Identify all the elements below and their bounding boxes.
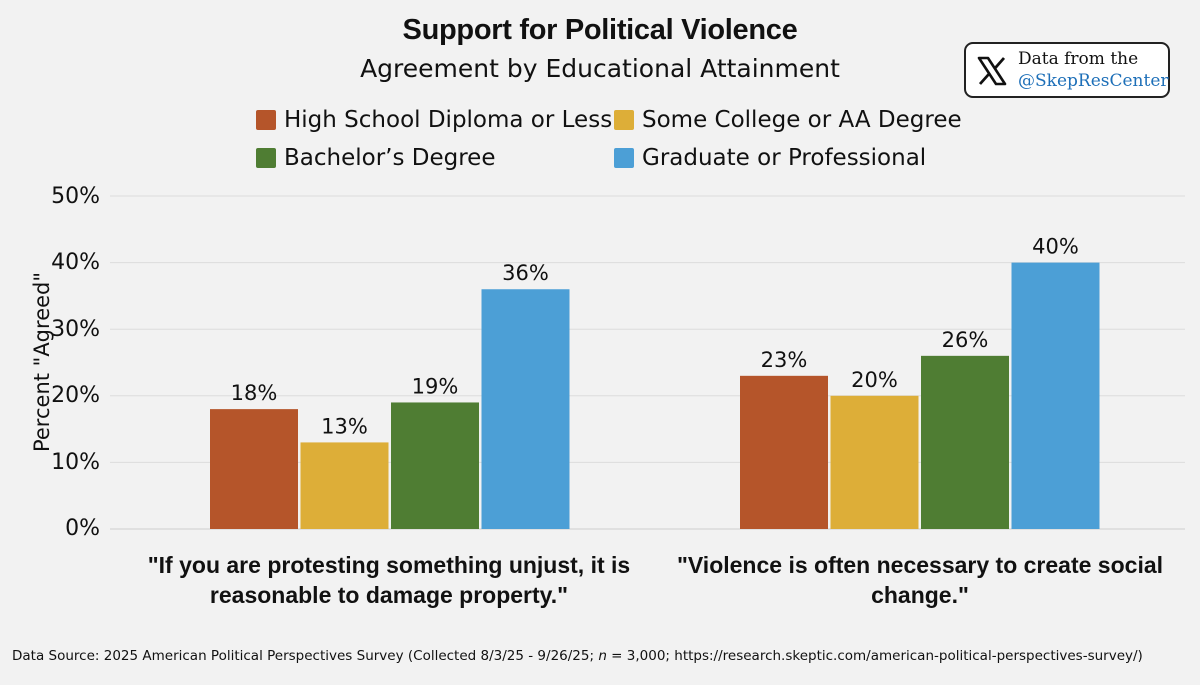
category-label: "If you are protesting something unjust,…	[129, 550, 649, 610]
legend-swatch	[256, 148, 276, 168]
y-tick-label: 50%	[51, 184, 100, 209]
legend-item-graduate: Graduate or Professional	[614, 145, 926, 171]
chart-title: Support for Political Violence	[402, 14, 798, 46]
footer-prefix: Data Source: 2025 American Political Per…	[12, 648, 599, 664]
category-label-line: "Violence is often necessary to create s…	[676, 552, 1164, 578]
data-label: 13%	[321, 414, 368, 438]
y-tick-label: 0%	[65, 516, 100, 541]
legend-swatch	[614, 110, 634, 130]
bar	[210, 409, 298, 529]
badge-handle[interactable]: @SkepResCenter	[1018, 71, 1169, 91]
x-logo-icon	[977, 56, 1007, 86]
bar	[391, 402, 479, 529]
data-label: 18%	[231, 381, 278, 405]
footer-suffix: = 3,000; https://research.skeptic.com/am…	[606, 648, 1143, 664]
legend-item-some-college: Some College or AA Degree	[614, 107, 962, 133]
y-tick-label: 20%	[51, 383, 100, 408]
data-source-footer: Data Source: 2025 American Political Per…	[12, 648, 1143, 664]
category-label-line: reasonable to damage property."	[209, 582, 569, 608]
y-tick-label: 40%	[51, 250, 100, 275]
category-label: "Violence is often necessary to create s…	[660, 550, 1180, 610]
legend-label: Some College or AA Degree	[642, 107, 962, 133]
category-label-line: change."	[871, 582, 969, 608]
legend-swatch	[256, 110, 276, 130]
data-label: 23%	[761, 348, 808, 372]
bar	[740, 375, 828, 529]
data-label: 40%	[1032, 235, 1079, 259]
legend-label: Bachelor’s Degree	[284, 145, 496, 171]
footer-n-variable: n	[598, 648, 607, 664]
bar	[1011, 262, 1100, 529]
data-label: 19%	[412, 374, 459, 398]
bar	[481, 289, 570, 529]
legend-item-high-school: High School Diploma or Less	[256, 107, 612, 133]
data-label: 26%	[942, 328, 989, 352]
data-source-badge[interactable]: Data from the @SkepResCenter	[964, 42, 1170, 98]
bar	[300, 442, 389, 529]
badge-text: Data from the	[1018, 49, 1139, 69]
legend-item-bachelors: Bachelor’s Degree	[256, 145, 495, 171]
chart-subtitle: Agreement by Educational Attainment	[360, 54, 840, 83]
legend-label: Graduate or Professional	[642, 145, 927, 171]
bar	[830, 395, 919, 529]
y-tick-label: 30%	[51, 317, 100, 342]
bar	[921, 355, 1009, 529]
legend-label: High School Diploma or Less	[284, 107, 613, 133]
data-label: 20%	[851, 368, 898, 392]
legend-swatch	[614, 148, 634, 168]
data-label: 36%	[502, 261, 549, 285]
y-tick-label: 10%	[51, 450, 100, 475]
category-label-line: "If you are protesting something unjust,…	[147, 552, 631, 578]
